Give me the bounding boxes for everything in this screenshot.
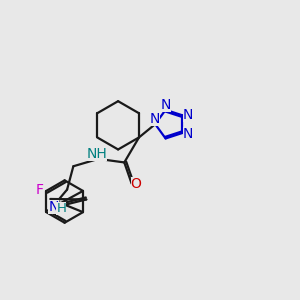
Text: NH: NH <box>86 148 107 161</box>
Text: N: N <box>48 200 59 214</box>
Text: N: N <box>182 128 193 142</box>
Text: N: N <box>182 108 193 122</box>
Text: N: N <box>149 112 160 126</box>
Text: N: N <box>160 98 171 112</box>
Text: O: O <box>130 177 142 190</box>
Text: H: H <box>56 202 66 215</box>
Text: F: F <box>36 183 44 197</box>
